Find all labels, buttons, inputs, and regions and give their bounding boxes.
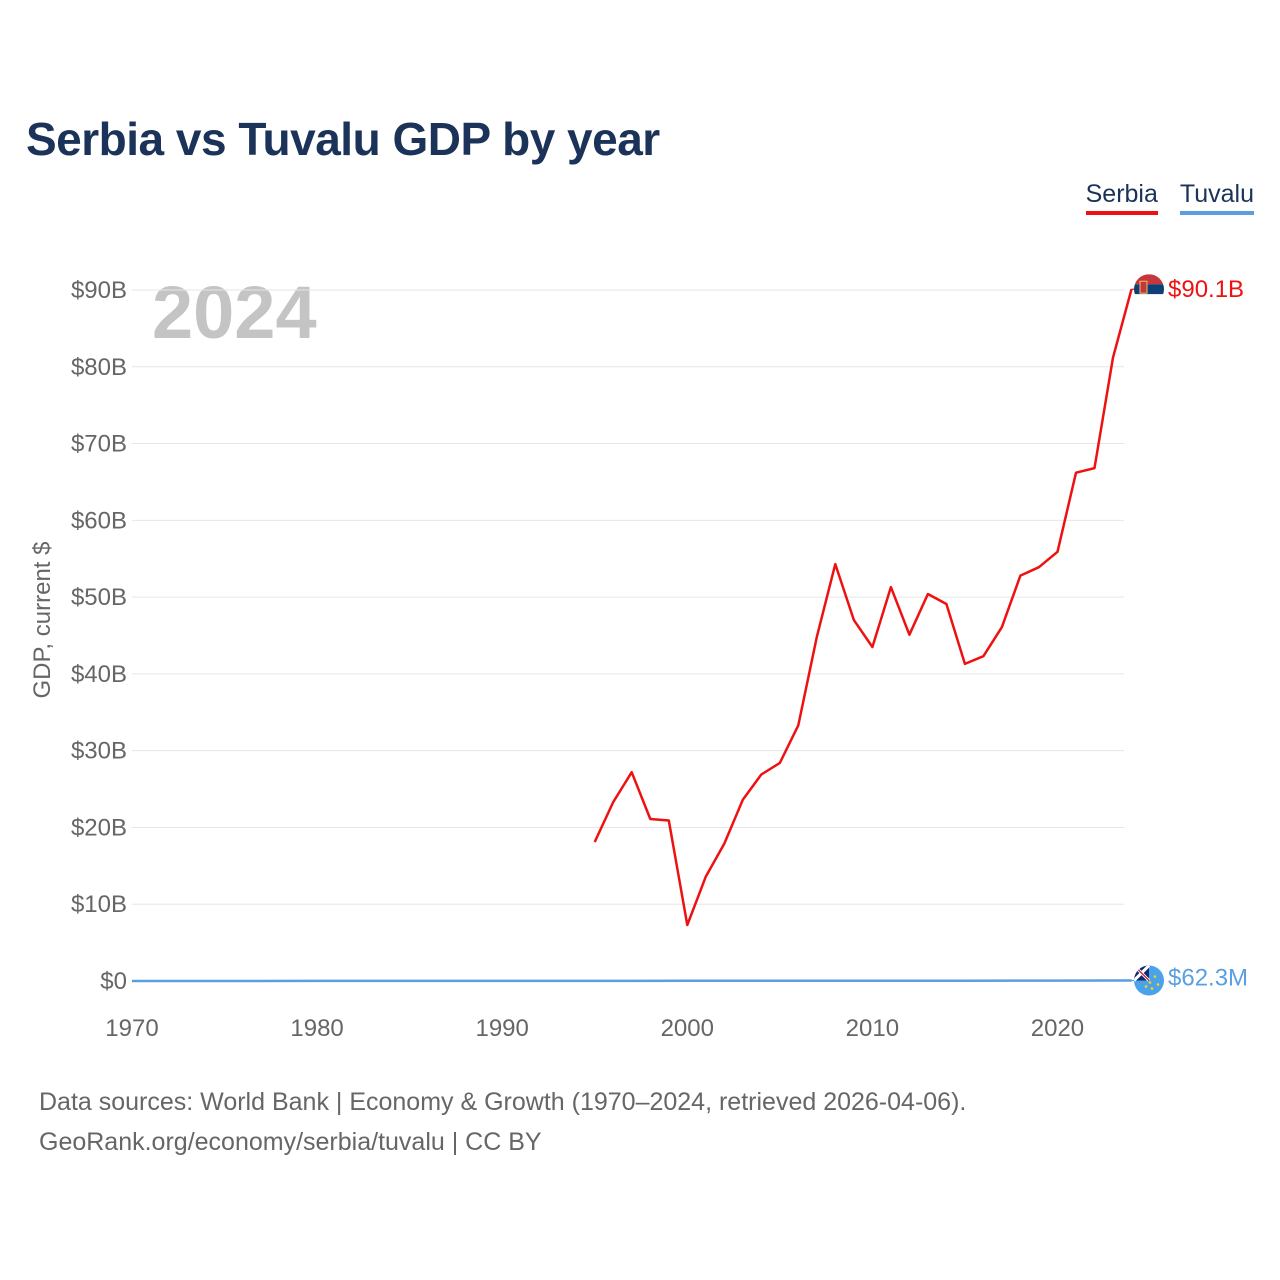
y-tick-label: $0 bbox=[100, 968, 127, 995]
x-tick-label: 1990 bbox=[475, 1015, 528, 1042]
year-watermark: 2024 bbox=[152, 271, 317, 354]
flag-star bbox=[1153, 975, 1157, 978]
flag-stripe-red bbox=[1134, 274, 1164, 285]
y-tick-label: $80B bbox=[71, 354, 127, 381]
y-tick-label: $60B bbox=[71, 507, 127, 534]
y-tick-label: $20B bbox=[71, 814, 127, 841]
sources-line-1: Data sources: World Bank | Economy & Gro… bbox=[39, 1088, 967, 1116]
serbia-flag-icon bbox=[1134, 274, 1164, 305]
flag-stripe-blue bbox=[1134, 284, 1164, 295]
tuvalu-flag-field bbox=[1134, 965, 1164, 996]
y-tick-label: $50B bbox=[71, 584, 127, 611]
y-tick-label: $30B bbox=[71, 738, 127, 765]
chart-title: Serbia vs Tuvalu GDP by year bbox=[26, 113, 660, 165]
series-line-serbia bbox=[593, 288, 1133, 927]
flag-stripe-white bbox=[1134, 294, 1164, 305]
y-tick-label: $90B bbox=[71, 277, 127, 304]
legend: Serbia Tuvalu bbox=[1085, 180, 1254, 215]
x-tick-label: 2020 bbox=[1031, 1015, 1084, 1042]
tuvalu-flag-icon bbox=[1134, 965, 1164, 996]
flag-star bbox=[1148, 981, 1152, 984]
flag-star bbox=[1156, 983, 1160, 986]
x-tick-label: 1970 bbox=[105, 1015, 158, 1042]
flag-coat-of-arms bbox=[1139, 280, 1148, 294]
tuvalu-end-label: $62.3M bbox=[1168, 965, 1248, 992]
flag-star bbox=[1150, 987, 1154, 990]
serbia-end-label: $90.1B bbox=[1168, 276, 1244, 303]
x-tick-label: 2000 bbox=[661, 1015, 714, 1042]
y-tick-label: $40B bbox=[71, 661, 127, 688]
x-tick-label: 1980 bbox=[290, 1015, 343, 1042]
x-tick-label: 2010 bbox=[846, 1015, 899, 1042]
chart-area: 2024 $0 $10B $20B $30B $40B $50B $60B $70B $80B $9… bbox=[29, 271, 1248, 1042]
sources-line-2[interactable]: GeoRank.org/economy/serbia/tuvalu | CC B… bbox=[39, 1128, 542, 1156]
y-axis-label: GDP, current $ bbox=[29, 542, 56, 699]
y-tick-label: $10B bbox=[71, 891, 127, 918]
flag-star bbox=[1144, 985, 1148, 988]
serbia-flag-stripes bbox=[1134, 274, 1164, 305]
y-tick-label: $70B bbox=[71, 431, 127, 458]
legend-item-tuvalu[interactable]: Tuvalu bbox=[1179, 180, 1254, 215]
legend-item-serbia[interactable]: Serbia bbox=[1085, 180, 1158, 215]
data-sources: Data sources: World Bank | Economy & Gro… bbox=[39, 1082, 966, 1162]
series-line-tuvalu bbox=[132, 979, 1132, 983]
